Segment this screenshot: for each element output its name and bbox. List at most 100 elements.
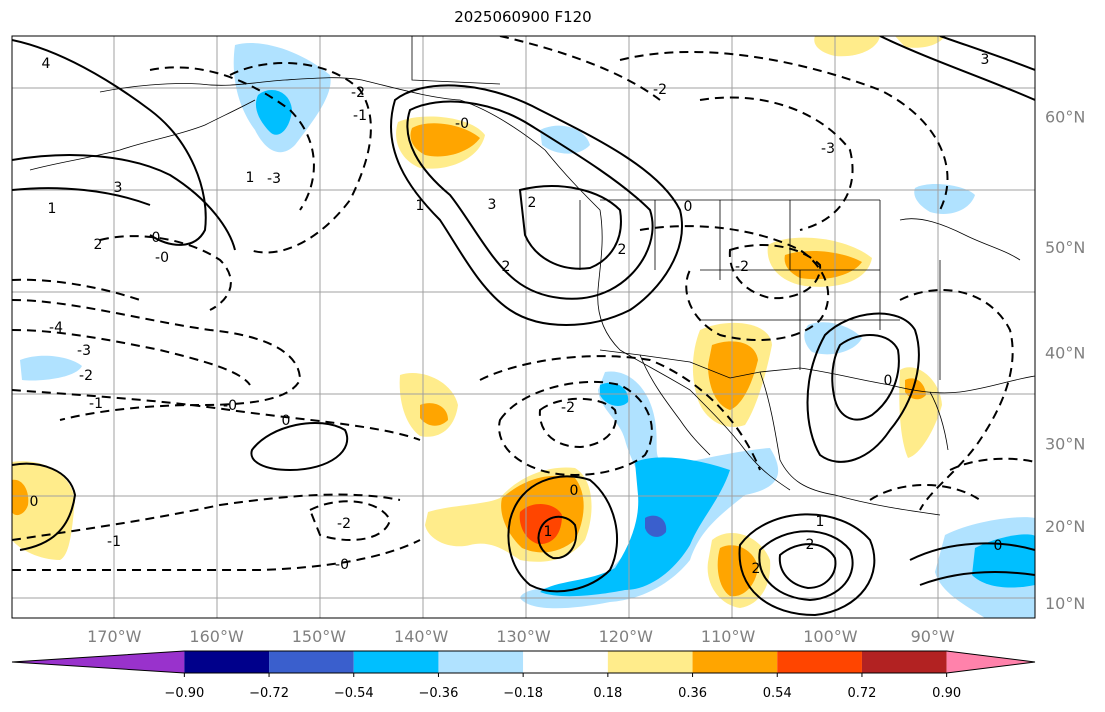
- shade-pos-kansas-core: [784, 250, 862, 280]
- colorbar-tick-label: 0.36: [678, 686, 707, 701]
- contour-pos-hawaii-0: [507, 475, 618, 593]
- contour-neg-14: [499, 36, 661, 101]
- lon-tick-label: 130°W: [496, 627, 551, 646]
- lat-tick-label: 20°N: [1045, 517, 1085, 536]
- lat-tick-label: 10°N: [1045, 594, 1085, 613]
- alaska-coast: [99, 77, 791, 491]
- contour-label: 1: [416, 198, 425, 214]
- contour-label: 0: [994, 538, 1003, 554]
- contour-layer: [12, 36, 1035, 617]
- contour-pos-gulf: [909, 542, 1035, 586]
- shade-pos-hawaii-red: [519, 504, 562, 545]
- contour-label: -2: [653, 82, 667, 98]
- plot-frame: [11, 35, 1036, 619]
- colorbar-tick-label: −0.90: [164, 686, 204, 701]
- colorbar-extend-high: [946, 651, 1035, 673]
- great-lakes: [899, 218, 1021, 261]
- contour-pos-gulfak-1: [390, 84, 683, 326]
- colorbar-segment: [184, 651, 270, 673]
- contour-neg-18: [12, 539, 421, 571]
- colorbar-segment: [353, 651, 439, 673]
- contour-label: -1: [89, 396, 103, 412]
- contour-label: -2: [337, 516, 351, 532]
- contour-label: -4: [49, 320, 63, 336]
- contour-neg-15: [899, 289, 1014, 511]
- lon-tick-label: 110°W: [701, 627, 756, 646]
- us-states: [700, 200, 941, 380]
- colorbar-segment: [438, 651, 524, 673]
- lat-tick-label: 50°N: [1045, 238, 1085, 257]
- shade-pos-westedge: [12, 461, 75, 560]
- colorbar-tick-label: 0.90: [932, 686, 961, 701]
- shade-pos-central-core: [420, 403, 448, 426]
- contour-label: 2: [806, 537, 815, 553]
- lon-tick-label: 160°W: [189, 627, 244, 646]
- contour-neg-21: [99, 235, 232, 311]
- contour-pos-gulfak-3: [518, 185, 622, 270]
- contour-label: 2: [528, 195, 537, 211]
- lat-tick-label: 40°N: [1045, 344, 1085, 363]
- shade-neg-mexico-core: [540, 457, 730, 597]
- contour-pos-mexico-s-2: [758, 530, 854, 602]
- lon-tick-label: 100°W: [803, 627, 858, 646]
- shade-neg-alaska-core: [255, 90, 292, 135]
- colorbar-tick-label: −0.18: [503, 686, 543, 701]
- contour-pos-nw-3: [12, 187, 151, 206]
- contour-label: 3: [981, 52, 990, 68]
- contour-label: -0: [455, 116, 469, 132]
- lon-tick-label: 120°W: [599, 627, 654, 646]
- contour-neg-9: [479, 355, 761, 471]
- shade-pos-gulfak-core: [410, 123, 480, 157]
- contour-neg-4: [12, 278, 141, 301]
- contour-negatives: [12, 36, 1035, 571]
- contour-pos-gulfak-2: [406, 100, 654, 300]
- colorbar: −0.90 −0.72 −0.54 −0.36 −0.18 0.18 0.36 0.54 0.7…: [11, 650, 1036, 701]
- contour-neg-16: [949, 457, 1035, 471]
- colorbar-segment: [777, 651, 862, 673]
- coastlines: [29, 36, 1035, 516]
- colorbar-segment: [607, 651, 693, 673]
- contour-label: -1: [353, 108, 367, 124]
- contour-label: 2: [618, 242, 627, 258]
- contour-neg-11: [728, 244, 822, 300]
- contour-neg-19: [308, 500, 392, 541]
- colorbar-tick-label: −0.72: [249, 686, 289, 701]
- contour-label: -2: [561, 400, 575, 416]
- contour-label: 1: [544, 524, 553, 540]
- contour-neg-12: [619, 50, 949, 211]
- contour-label: 0: [570, 483, 579, 499]
- colorbar-tick-label: 0.18: [593, 686, 622, 701]
- contour-pos-west: [12, 462, 77, 551]
- contour-neg-5: [229, 62, 372, 254]
- contour-pos-nw: [12, 39, 207, 246]
- colorbar-tick-label: −0.54: [334, 686, 374, 701]
- colorbar-segment: [692, 651, 778, 673]
- shade-neg-gulf-core: [972, 534, 1035, 588]
- contour-label: 1: [246, 170, 255, 186]
- contour-label: -3: [77, 343, 91, 359]
- contour-pos-mexico-s-1: [738, 513, 876, 617]
- contour-pos-mexico-s-3: [778, 543, 837, 590]
- colorbar-tick-label: 0.54: [763, 686, 792, 701]
- contour-label: -0: [223, 398, 237, 414]
- contour-neg-17: [12, 493, 401, 541]
- contour-neg-3: [12, 389, 421, 441]
- lon-tick-label: 150°W: [292, 627, 347, 646]
- contour-label: -0: [155, 250, 169, 266]
- shade-neg-bc: [540, 125, 590, 154]
- colorbar-extend-low: [12, 651, 185, 673]
- contour-neg-8: [538, 397, 617, 449]
- contour-label: 2: [752, 561, 761, 577]
- shade-pos-north2: [895, 36, 945, 48]
- contour-label: 2: [94, 237, 103, 253]
- contour-label: -3: [821, 141, 835, 157]
- gulf-coast: [799, 367, 1035, 394]
- contour-neg-7: [498, 381, 653, 476]
- contour-pos-texas-2: [831, 333, 900, 421]
- shade-pos-north1: [814, 36, 880, 57]
- contour-label: 0: [282, 413, 291, 429]
- contour-pos-pac-0: [250, 422, 348, 472]
- contour-label: -2: [735, 259, 749, 275]
